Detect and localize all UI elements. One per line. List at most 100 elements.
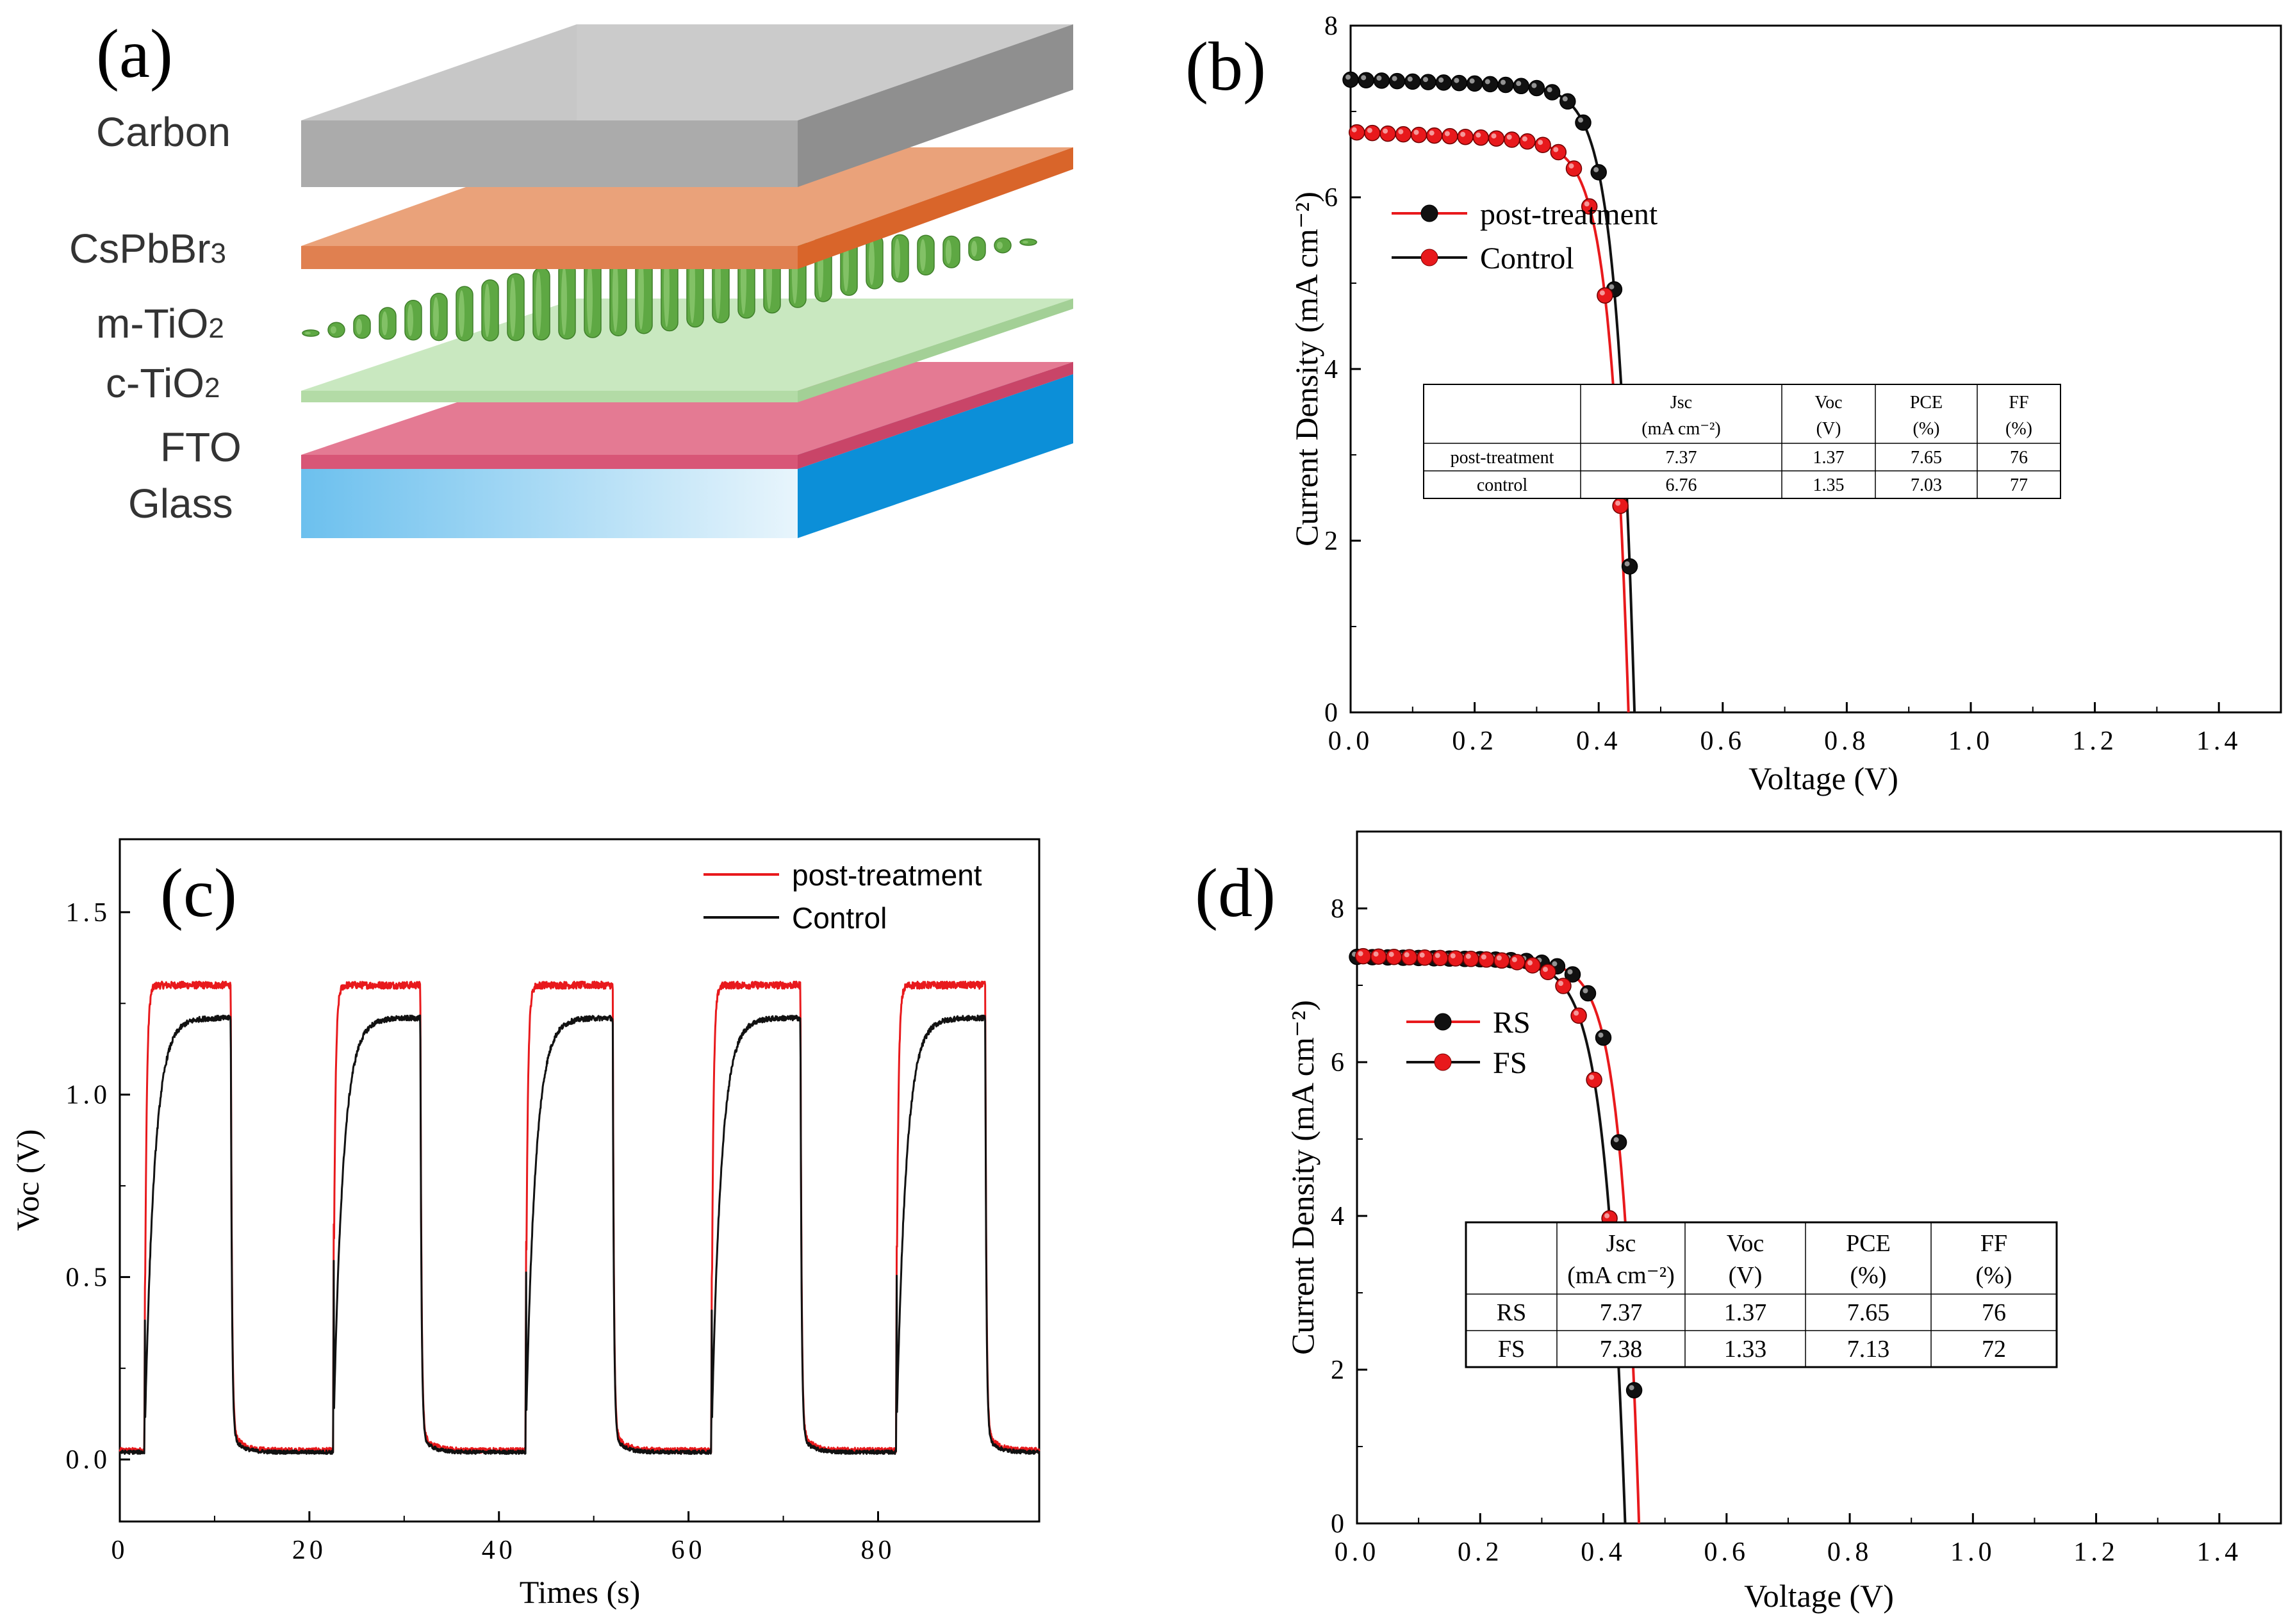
x-tick-label: 0.2 — [1452, 726, 1497, 756]
data-point — [1559, 93, 1576, 110]
series-line-control — [119, 1014, 1041, 1456]
parameters-table: Jsc (mA cm⁻²) Voc (V) PCE (%) FF (%) RS 7.37 1.37 7… — [1465, 1221, 2058, 1368]
data-point-highlight — [1599, 290, 1605, 296]
data-point — [1432, 949, 1449, 967]
data-point-highlight — [1589, 1074, 1595, 1080]
data-point-highlight — [1615, 500, 1621, 506]
y-tick-label: 2 — [1324, 527, 1342, 556]
data-point-highlight — [1558, 981, 1563, 986]
table-header: Jsc — [1606, 1230, 1636, 1257]
table-cell: 1.37 — [1724, 1299, 1767, 1326]
table-cell: 6.76 — [1666, 475, 1697, 495]
x-tick-label: 60 — [671, 1536, 706, 1565]
x-tick-label: 80 — [861, 1536, 896, 1565]
data-point — [1503, 131, 1520, 148]
legend-label-control: Control — [792, 901, 887, 935]
data-point-highlight — [1373, 951, 1379, 957]
data-point-highlight — [1476, 132, 1481, 138]
tio2-particle-highlight — [638, 252, 644, 330]
data-point-highlight — [1481, 954, 1486, 960]
data-point-highlight — [1407, 76, 1413, 82]
y-tick-label: 4 — [1331, 1202, 1348, 1231]
data-point-highlight — [1388, 951, 1394, 957]
cspbbr3-layer — [301, 147, 1073, 269]
tio2-particle-highlight — [458, 290, 465, 338]
data-point — [1625, 1382, 1643, 1398]
legend-label-control: Control — [1480, 242, 1574, 275]
tio2-particle-highlight — [996, 242, 1003, 249]
x-axis-label: Voltage (V) — [1744, 1578, 1894, 1614]
table-cell: RS — [1497, 1299, 1526, 1326]
data-point-highlight — [1598, 1032, 1604, 1038]
data-point — [1570, 1007, 1587, 1024]
table-header: Jsc — [1670, 393, 1692, 413]
y-axis-label: Voc (V) — [10, 1129, 45, 1231]
data-point-highlight — [1511, 956, 1517, 962]
data-point-highlight — [1423, 77, 1428, 83]
table-cell: 1.33 — [1724, 1336, 1767, 1363]
data-point — [1388, 72, 1406, 90]
x-tick-label: 0.0 — [1335, 1538, 1380, 1567]
table-cell: 1.35 — [1813, 475, 1845, 495]
table-cell: post-treatment — [1451, 448, 1554, 468]
data-point-highlight — [1624, 561, 1630, 567]
label-carbon: Carbon — [96, 109, 231, 155]
plot-frame — [1356, 830, 2282, 1525]
table-cell: 77 — [2010, 475, 2028, 495]
data-point — [1370, 948, 1387, 965]
data-point-highlight — [1392, 76, 1397, 81]
x-tick-label: 0.6 — [1700, 726, 1746, 756]
y-tick-label: 8 — [1324, 12, 1342, 41]
data-point — [1447, 950, 1464, 967]
data-point-highlight — [1516, 81, 1522, 86]
table-header-unit: (%) — [1850, 1262, 1887, 1289]
data-point-highlight — [1485, 79, 1490, 85]
panel-a-tag: (a) — [96, 16, 173, 92]
table-cell: 76 — [1982, 1299, 2006, 1326]
data-point — [1610, 1134, 1627, 1151]
data-point — [1373, 72, 1390, 89]
data-point — [1513, 78, 1529, 95]
data-point-highlight — [1398, 129, 1404, 135]
tio2-particle-highlight — [304, 332, 311, 334]
y-tick-label: 0 — [1324, 698, 1342, 728]
table-cell: 72 — [1982, 1336, 2006, 1363]
data-point — [1404, 73, 1421, 90]
x-tick-label: 1.4 — [2196, 726, 2242, 756]
tio2-particle-highlight — [356, 318, 362, 335]
legend-marker-post-treatment — [1420, 204, 1438, 222]
data-point — [1379, 125, 1396, 142]
tio2-particle-highlight — [894, 238, 900, 279]
table-header-unit: (V) — [1729, 1262, 1763, 1289]
data-point — [1385, 948, 1403, 965]
data-point-highlight — [1629, 1385, 1634, 1391]
data-point-highlight — [1506, 135, 1512, 140]
x-tick-label: 1.0 — [1950, 1538, 1996, 1567]
table-header-unit: (mA cm⁻²) — [1641, 419, 1720, 439]
data-point — [1364, 124, 1381, 142]
x-tick-label: 1.2 — [2073, 1538, 2119, 1567]
data-point-highlight — [1609, 284, 1615, 290]
data-point — [1395, 126, 1412, 143]
y-tick-label: 6 — [1331, 1048, 1348, 1078]
table-header: FF — [1980, 1230, 2007, 1257]
data-point-highlight — [1419, 952, 1425, 958]
data-point-highlight — [1584, 201, 1590, 207]
y-tick-label: 0.5 — [66, 1263, 111, 1292]
legend: post-treatment Control — [1392, 197, 1658, 275]
data-point — [1595, 1029, 1612, 1046]
x-tick-label: 0.2 — [1458, 1538, 1503, 1567]
data-point — [1555, 978, 1572, 994]
tio2-particle-highlight — [919, 239, 926, 272]
x-tick-label: 0.8 — [1824, 726, 1870, 756]
label-glass: Glass — [128, 480, 233, 527]
label-c-tio2: c-TiO2 — [106, 360, 220, 406]
data-point-highlight — [1465, 953, 1471, 959]
data-point — [1482, 76, 1499, 93]
tio2-particle-highlight — [1022, 241, 1028, 243]
data-point — [1451, 74, 1468, 92]
data-point — [1488, 130, 1505, 147]
data-point-highlight — [1567, 969, 1573, 974]
y-axis-label: Current Density (mA cm⁻²) — [1285, 1000, 1320, 1355]
